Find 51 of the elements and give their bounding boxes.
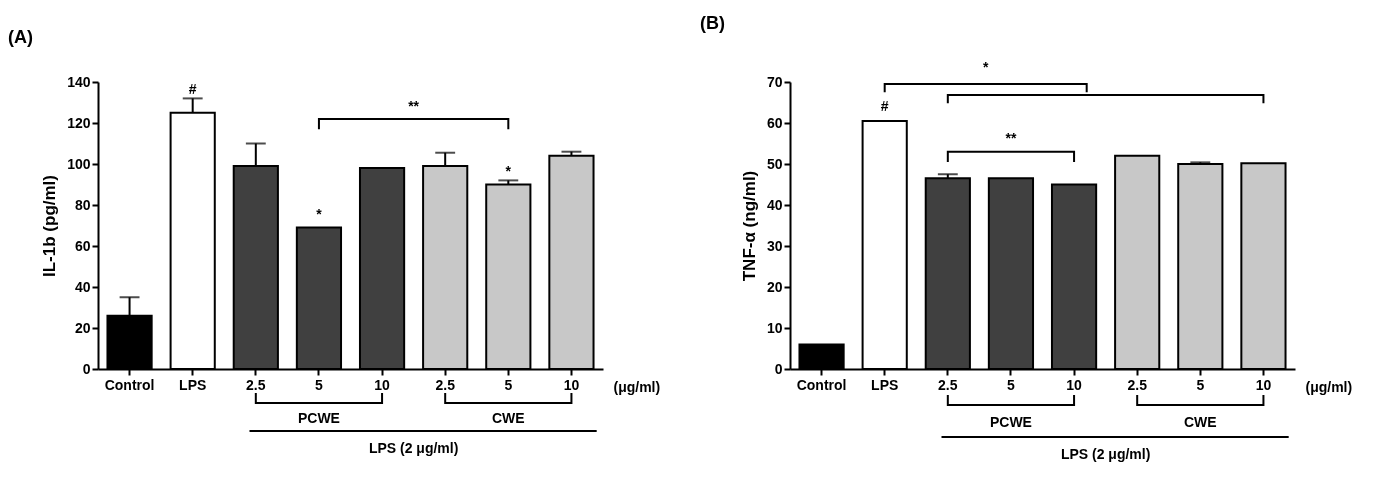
x-tick-label: 2.5 — [435, 376, 456, 393]
y-tick-label: 40 — [74, 278, 91, 295]
text: CWE — [1183, 414, 1217, 430]
x-tick-label: 2.5 — [246, 376, 266, 393]
x-tick-label: LPS — [179, 376, 207, 393]
x-tick-label: LPS — [871, 376, 899, 393]
annotation: * — [316, 206, 323, 223]
text: CWE — [491, 410, 525, 426]
y-tick-label: 50 — [766, 155, 783, 172]
x-tick-label: 5 — [315, 376, 324, 393]
annotation: # — [188, 81, 197, 98]
x-tick-label: 10 — [1255, 376, 1272, 393]
x-tick-label: 2.5 — [938, 376, 958, 393]
y-tick-label: 100 — [67, 155, 91, 172]
x-tick-label: 5 — [1196, 376, 1205, 393]
annotation: * — [505, 163, 512, 180]
y-tick-label: 40 — [766, 196, 783, 213]
x-tick-label: 10 — [1066, 376, 1083, 393]
y-tick-label: 60 — [74, 237, 91, 254]
chart-title: (A) — [8, 27, 33, 47]
y-axis-title: TNF-α (ng/ml) — [739, 170, 759, 282]
y-tick-label: 0 — [774, 360, 783, 377]
x-tick-label: 5 — [1007, 376, 1016, 393]
x-axis-title: (μg/ml) — [613, 378, 661, 395]
x-tick-label: 2.5 — [1127, 376, 1148, 393]
y-tick-label: 120 — [67, 114, 91, 131]
x-tick-label: 10 — [563, 376, 580, 393]
x-tick-label: 5 — [504, 376, 513, 393]
x-tick-label: 10 — [374, 376, 391, 393]
x-axis-title: (μg/ml) — [1305, 378, 1353, 395]
y-tick-label: 80 — [74, 196, 91, 213]
annotation: ** — [408, 97, 420, 114]
annotation: ** — [1005, 130, 1017, 147]
y-axis-title: IL-1b (pg/ml) — [40, 175, 60, 277]
y-tick-label: 60 — [766, 114, 783, 131]
y-tick-label: 20 — [766, 278, 783, 295]
text: * — [982, 58, 989, 75]
y-tick-label: 0 — [82, 360, 91, 377]
y-tick-label: 10 — [766, 319, 783, 336]
text: PCWE — [989, 414, 1032, 430]
y-tick-label: 140 — [67, 73, 91, 90]
y-tick-label: 20 — [74, 319, 91, 336]
text: LPS (2 μg/ml) — [368, 440, 459, 456]
text: LPS (2 μg/ml) — [1060, 446, 1151, 462]
annotation: # — [880, 97, 889, 114]
text: PCWE — [297, 410, 340, 426]
x-tick-label: Control — [796, 376, 847, 393]
x-tick-label: Control — [104, 376, 155, 393]
y-tick-label: 30 — [766, 237, 783, 254]
y-tick-label: 70 — [766, 73, 783, 90]
chart-title: (B) — [700, 12, 725, 33]
